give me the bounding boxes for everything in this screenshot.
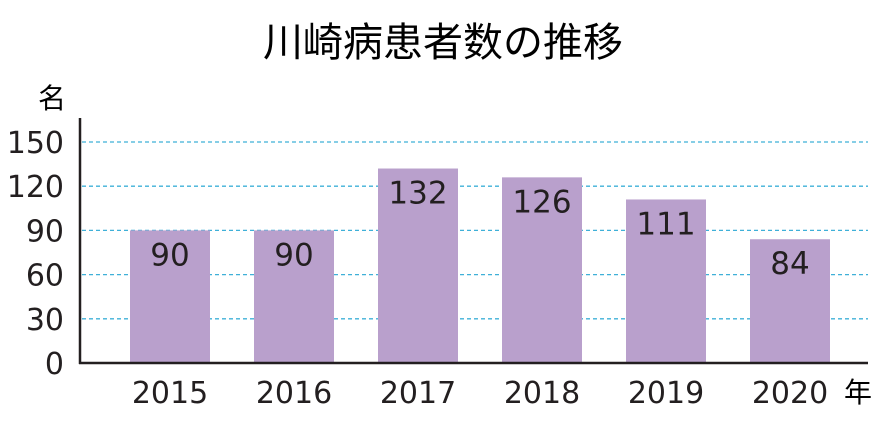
y-axis-unit: 名 — [38, 82, 66, 115]
bar-2016 — [254, 230, 334, 363]
bar-value-label: 84 — [770, 246, 809, 282]
bar-value-label: 111 — [636, 206, 695, 242]
x-tick-label: 2017 — [380, 376, 456, 411]
x-tick-label: 2016 — [256, 376, 332, 411]
data-labels: 90 90 132 126 111 84 — [150, 176, 809, 283]
bar-value-label: 126 — [512, 184, 571, 220]
bar-2020 — [750, 239, 830, 363]
x-tick-label: 2015 — [132, 376, 208, 411]
y-tick-label: 0 — [45, 347, 64, 382]
bar-2018 — [502, 177, 582, 363]
y-tick-label: 60 — [26, 259, 64, 294]
x-tick-label: 2018 — [504, 376, 580, 411]
bar-value-label: 132 — [388, 176, 447, 212]
x-tick-label: 2019 — [628, 376, 704, 411]
y-tick-label: 150 — [7, 126, 64, 161]
chart-title: 川崎病患者数の推移 — [263, 20, 623, 66]
bar-value-label: 90 — [150, 237, 189, 273]
tick-labels: 0 30 60 90 120 150 2015 2016 2017 2018 2019 2020 — [7, 126, 828, 411]
gridlines — [82, 141, 868, 320]
y-tick-label: 30 — [26, 303, 64, 338]
x-axis-unit: 年 — [844, 376, 872, 409]
y-tick-label: 120 — [7, 170, 64, 205]
bar-2015 — [130, 230, 210, 363]
bar-2017 — [378, 168, 458, 363]
x-tick-label: 2020 — [752, 376, 828, 411]
bar-2019 — [626, 199, 706, 363]
bar-value-label: 90 — [274, 237, 313, 273]
y-tick-label: 90 — [26, 214, 64, 249]
bars — [130, 168, 830, 363]
